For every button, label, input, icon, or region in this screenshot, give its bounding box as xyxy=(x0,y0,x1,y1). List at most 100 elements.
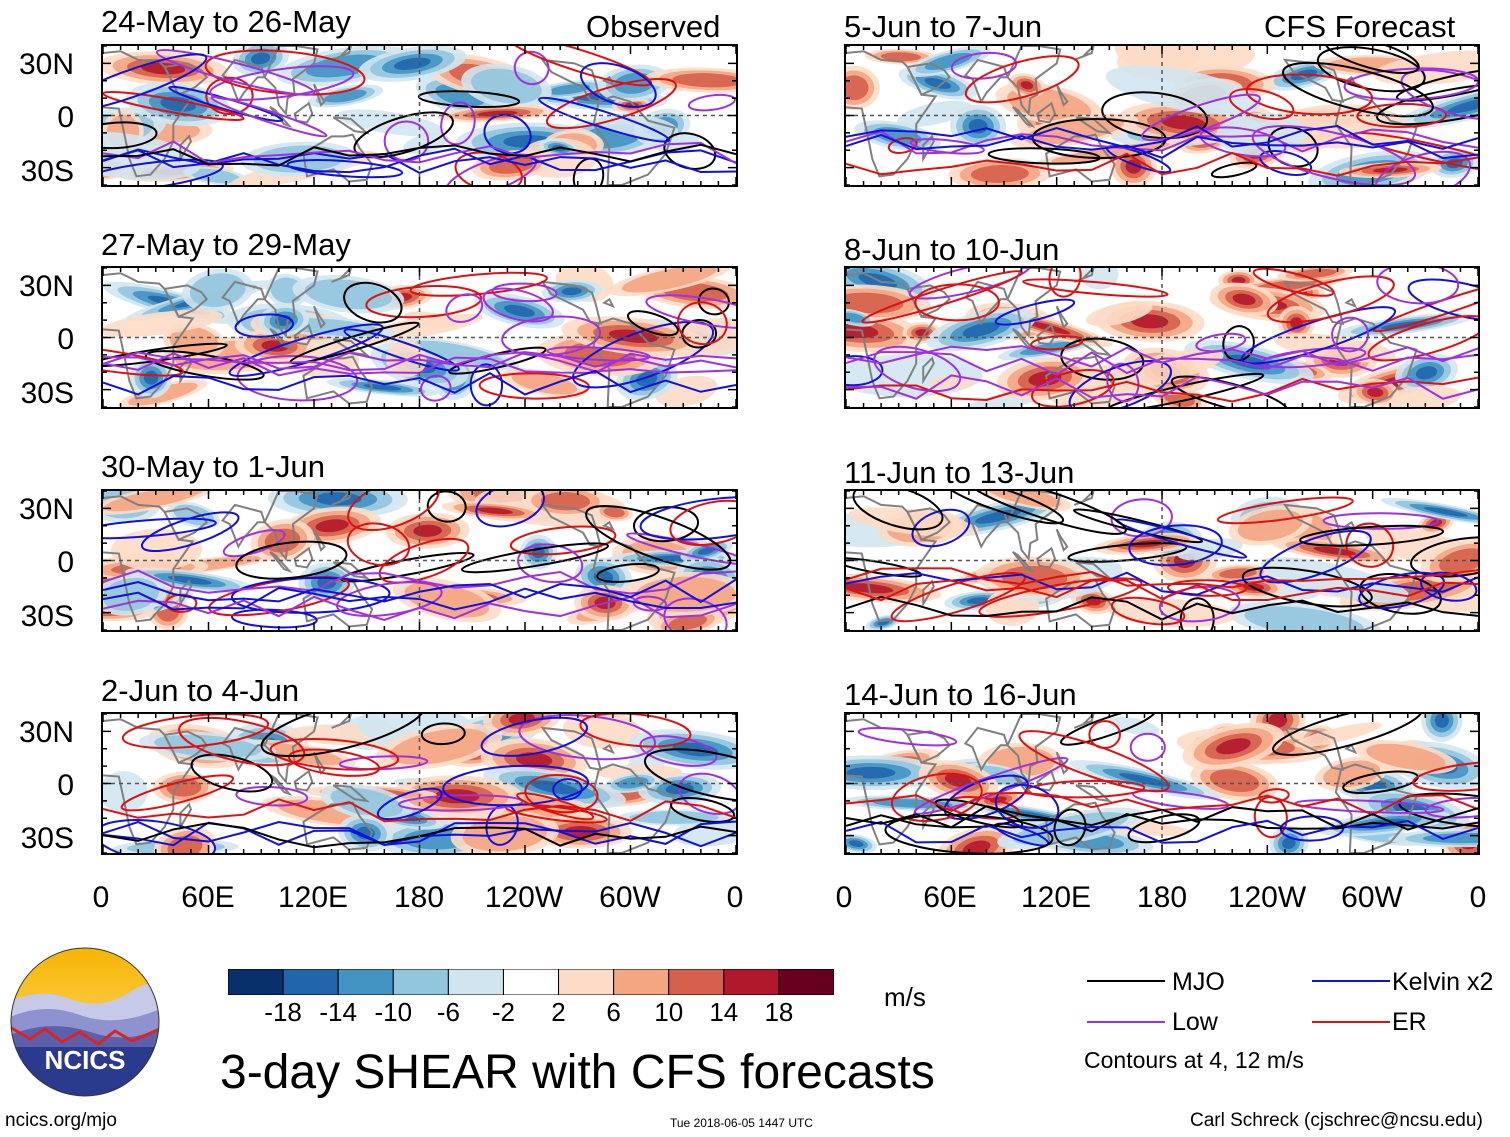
wave-contour xyxy=(964,491,1127,535)
wave-contour xyxy=(1299,524,1445,547)
lat-label-eq: 0 xyxy=(57,769,74,802)
continent-outline xyxy=(540,503,602,548)
shear-anomaly-blob xyxy=(697,547,716,555)
map-svg xyxy=(846,46,1478,185)
shear-anomaly-blob xyxy=(1209,769,1260,793)
shear-anomaly-blob xyxy=(1216,738,1251,755)
map-panel-forecast-2 xyxy=(844,266,1480,409)
wave-contour xyxy=(1060,714,1157,746)
wave-contour xyxy=(846,567,1478,589)
continent-outline xyxy=(293,769,314,792)
colorbar-swatch xyxy=(558,969,615,995)
shear-anomaly-blob xyxy=(929,374,975,391)
wave-contour xyxy=(347,491,440,532)
wave-contour xyxy=(480,716,589,757)
wave-contour xyxy=(678,772,736,815)
shear-anomaly-blob xyxy=(103,771,148,813)
wave-contour xyxy=(1210,161,1258,179)
shear-anomaly-blob xyxy=(1085,301,1153,326)
shear-anomaly-blob xyxy=(603,507,625,518)
wave-contour xyxy=(677,301,728,346)
continent-outline xyxy=(922,356,935,385)
wave-contour xyxy=(1374,150,1472,185)
continent-outline xyxy=(1012,105,1036,129)
wave-contour xyxy=(518,714,657,761)
axis-ticks xyxy=(103,714,736,853)
wave-contour xyxy=(260,714,426,758)
panel-title-7: 11-Jun to 13-Jun xyxy=(844,455,1075,490)
continent-outline xyxy=(221,503,267,549)
colorbar-tick-label: 18 xyxy=(764,997,794,1027)
continent-outline xyxy=(332,784,370,803)
wave-contour xyxy=(103,578,736,604)
colorbar-swatch xyxy=(613,969,670,995)
lon-label: 0 xyxy=(1469,881,1487,914)
shear-anomaly-blob xyxy=(962,322,1000,338)
wave-contour xyxy=(545,78,677,130)
continent-outline xyxy=(1344,743,1358,755)
axis-ticks xyxy=(103,46,736,185)
wave-contour xyxy=(943,774,1029,821)
legend-label-er: ER xyxy=(1392,1008,1427,1036)
continent-outline xyxy=(263,46,319,117)
wave-contour xyxy=(1253,796,1288,839)
colorbar-tick-label: 14 xyxy=(709,997,739,1027)
shear-anomaly-blob xyxy=(315,519,349,533)
shear-anomaly-blob xyxy=(1232,293,1256,306)
continent-outline xyxy=(1045,801,1116,851)
map-panel-forecast-3 xyxy=(844,489,1480,632)
wave-contour xyxy=(190,753,274,793)
continent-outline xyxy=(1073,491,1095,506)
shear-anomaly-blob xyxy=(103,309,223,338)
wave-contour xyxy=(103,517,217,540)
continent-outline xyxy=(592,95,676,185)
colorbar-tick-label: -2 xyxy=(491,997,516,1027)
continent-outline xyxy=(601,297,615,309)
wave-contour xyxy=(1407,278,1478,322)
wave-contour xyxy=(1245,73,1374,116)
observed-label: Observed xyxy=(586,9,721,44)
wave-contour xyxy=(376,787,443,821)
wave-contour xyxy=(442,764,590,807)
shear-anomaly-blob xyxy=(167,835,203,853)
continent-outline xyxy=(331,46,352,61)
wave-contour xyxy=(846,805,1478,831)
colorbar-swatch xyxy=(447,969,504,995)
wave-contour xyxy=(469,363,504,407)
wave-contour xyxy=(155,49,316,96)
wave-contour xyxy=(338,755,429,771)
continent-outline xyxy=(1075,784,1113,803)
wave-contour xyxy=(1110,596,1186,626)
wave-contour xyxy=(343,281,403,324)
wave-contour xyxy=(538,96,670,143)
footer-url[interactable]: ncics.org/mjo xyxy=(5,1110,117,1131)
wave-contour xyxy=(1216,496,1354,525)
wave-contour xyxy=(911,508,971,548)
shear-anomaly-blob xyxy=(413,524,442,537)
shear-anomaly-blob xyxy=(897,100,972,128)
colorbar-tick-label: 6 xyxy=(606,997,621,1027)
wave-contour xyxy=(645,294,736,330)
map-svg xyxy=(103,491,736,630)
continent-outline xyxy=(905,507,951,541)
continent-outline xyxy=(269,550,293,574)
wave-contour xyxy=(103,369,736,396)
continent-outline xyxy=(905,284,951,318)
continent-outline xyxy=(1334,95,1418,185)
wave-contour xyxy=(517,543,584,584)
wave-contour xyxy=(230,576,391,614)
continent-outline xyxy=(1036,101,1057,124)
colorbar-swatch xyxy=(282,969,339,995)
wave-contour xyxy=(580,62,657,108)
wave-contour xyxy=(1166,579,1248,597)
wave-contour xyxy=(846,133,1478,160)
shear-anomaly-blob xyxy=(1231,276,1246,285)
lon-label: 0 xyxy=(726,881,744,914)
colorbar-swatch xyxy=(668,969,725,995)
continent-outline xyxy=(592,763,676,853)
wave-contour xyxy=(1128,524,1223,567)
wave-contour xyxy=(643,748,736,803)
wave-contour xyxy=(343,328,460,372)
lat-label-eq: 0 xyxy=(57,101,74,134)
wave-contour xyxy=(1129,732,1166,762)
